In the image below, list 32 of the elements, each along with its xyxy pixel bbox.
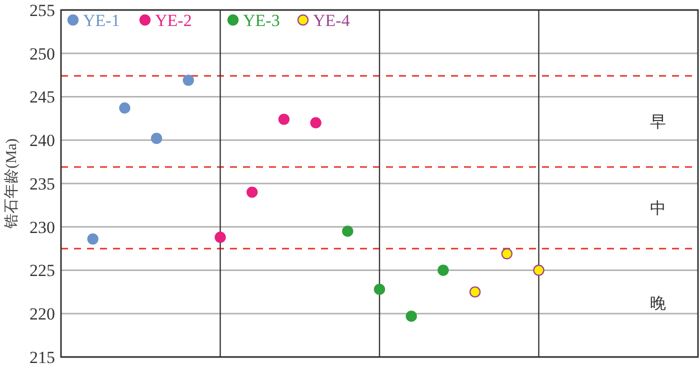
y-tick-label: 220 (30, 304, 55, 324)
point (533, 264, 544, 276)
y-tick-label: 235 (30, 174, 55, 194)
y-tick-label: 240 (30, 131, 55, 150)
point (469, 286, 481, 298)
point (150, 132, 162, 144)
legend-label: YE-2 (155, 10, 192, 30)
y-tick-label: 225 (30, 261, 55, 280)
y-tick-label: 215 (30, 348, 55, 365)
point (87, 233, 98, 245)
point (119, 102, 130, 114)
y-tick-label: 230 (30, 218, 55, 237)
point (278, 114, 290, 125)
point (182, 74, 194, 86)
point (438, 264, 449, 276)
point (406, 310, 417, 322)
legend-label: YE-1 (83, 10, 120, 30)
point (310, 117, 322, 128)
point (374, 284, 386, 295)
point (246, 186, 258, 198)
annotation: 早 (650, 114, 666, 132)
y-tick-label: 255 (30, 0, 55, 20)
annotation: 中 (650, 199, 666, 218)
y-tick-label: 250 (30, 44, 55, 64)
annotation: 晚 (650, 295, 666, 312)
legend-label: YE-3 (243, 10, 280, 30)
point (342, 226, 354, 237)
legend-label: YE-4 (313, 10, 350, 30)
point (214, 232, 226, 243)
y-axis-title: 锆石年龄(Ma) (3, 138, 20, 230)
point (501, 248, 512, 260)
y-tick-label: 245 (30, 88, 55, 107)
